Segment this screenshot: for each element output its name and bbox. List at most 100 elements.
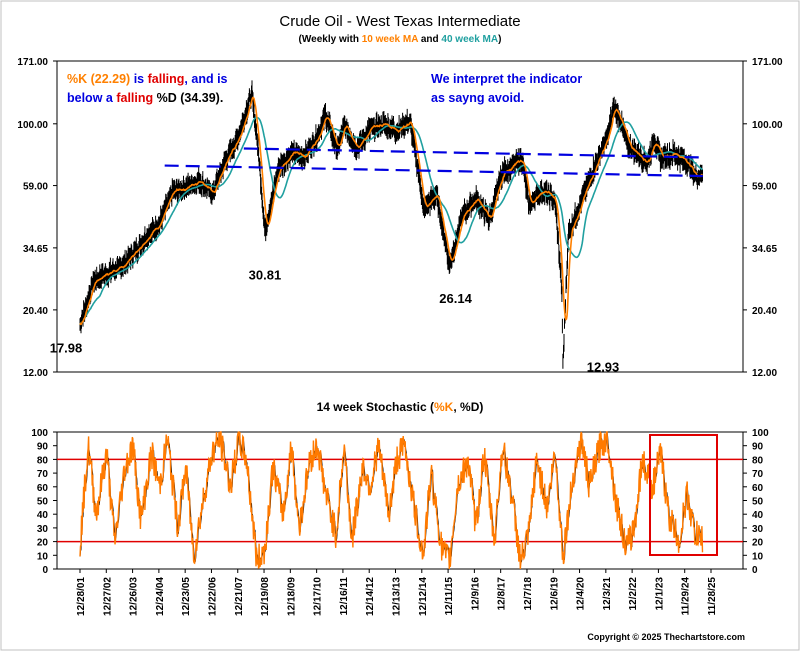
x-tick-label: 12/16/11 bbox=[339, 577, 350, 616]
chart-subtitle: (Weekly with 10 week MA and 40 week MA) bbox=[299, 34, 502, 45]
y-tick-label: 70 bbox=[752, 469, 764, 480]
y-tick-label: 10 bbox=[752, 551, 764, 562]
y-tick-label: 80 bbox=[752, 455, 764, 466]
stoch-title-d: %D bbox=[460, 400, 480, 414]
x-axis: 12/28/01 12/27/02 12/26/03 12/24/04 12/23/05… bbox=[76, 569, 718, 616]
low-label: 17.98 bbox=[50, 341, 83, 356]
y-tick-label: 30 bbox=[752, 524, 764, 535]
x-tick-label: 12/6/19 bbox=[549, 577, 560, 611]
y-tick-label: 30 bbox=[37, 524, 49, 535]
y-tick-label: 100.00 bbox=[752, 120, 783, 131]
y-tick-label: 20.40 bbox=[752, 306, 777, 317]
x-tick-label: 12/3/21 bbox=[602, 577, 613, 611]
annotation-text: below a bbox=[67, 91, 116, 105]
falling-word: falling bbox=[148, 72, 185, 86]
y-tick-label: 50 bbox=[37, 497, 49, 508]
x-tick-label: 12/18/09 bbox=[286, 577, 297, 616]
y-tick-label: 171.00 bbox=[17, 57, 48, 68]
x-tick-label: 12/19/08 bbox=[260, 577, 271, 616]
y-tick-label: 171.00 bbox=[752, 57, 783, 68]
annotation-left-line2: below a falling %D (34.39). bbox=[67, 91, 223, 105]
stoch-title-part: ) bbox=[479, 400, 483, 414]
y-tick-label: 12.00 bbox=[23, 368, 48, 379]
y-tick-label: 60 bbox=[37, 483, 49, 494]
support-dashed-line bbox=[243, 147, 703, 159]
x-tick-label: 12/12/14 bbox=[418, 577, 429, 616]
x-tick-label: 12/1/23 bbox=[654, 577, 665, 611]
stochastic-title: 14 week Stochastic (%K, %D) bbox=[317, 400, 484, 414]
annotation-text: is bbox=[130, 72, 147, 86]
x-tick-label: 12/22/06 bbox=[207, 577, 218, 616]
d-value-label: %D (34.39). bbox=[153, 91, 223, 105]
subtitle-part: (Weekly with bbox=[299, 34, 362, 45]
y-tick-label: 80 bbox=[37, 455, 49, 466]
k-value-label: %K (22.29) bbox=[67, 72, 130, 86]
subtitle-part: ) bbox=[498, 34, 501, 45]
x-tick-label: 11/28/25 bbox=[707, 577, 718, 616]
falling-word: falling bbox=[116, 91, 153, 105]
x-tick-label: 12/26/03 bbox=[129, 577, 140, 616]
chart-title: Crude Oil - West Texas Intermediate bbox=[279, 13, 520, 30]
y-tick-label: 20 bbox=[37, 538, 49, 549]
y-tick-label: 40 bbox=[752, 510, 764, 521]
y-tick-label: 20 bbox=[752, 538, 764, 549]
stochastic-axis: 0 0 10 10 20 20 30 30 40 40 50 50 60 60 70 70 80 80 90 90 10… bbox=[31, 428, 769, 576]
x-tick-label: 12/28/01 bbox=[76, 577, 87, 616]
y-tick-label: 100 bbox=[31, 428, 48, 439]
low-label: 30.81 bbox=[249, 268, 282, 283]
k-line bbox=[79, 430, 704, 570]
stoch-title-k: %K bbox=[434, 400, 454, 414]
x-tick-label: 12/14/12 bbox=[365, 577, 376, 616]
y-tick-label: 59.00 bbox=[752, 182, 777, 193]
low-label: 26.14 bbox=[439, 291, 472, 306]
y-tick-label: 90 bbox=[752, 442, 764, 453]
price-plot bbox=[79, 80, 704, 369]
x-tick-label: 12/24/04 bbox=[155, 577, 166, 616]
annotation-left-line1: %K (22.29) is falling, and is bbox=[67, 72, 228, 86]
x-tick-label: 12/23/05 bbox=[181, 577, 192, 616]
x-tick-label: 11/29/24 bbox=[681, 577, 692, 616]
stoch-title-part: 14 week Stochastic ( bbox=[317, 400, 434, 414]
x-tick-label: 12/11/15 bbox=[444, 577, 455, 616]
y-tick-label: 12.00 bbox=[752, 368, 777, 379]
highlight-box bbox=[649, 434, 718, 556]
x-tick-label: 12/4/20 bbox=[576, 577, 587, 611]
y-tick-label: 0 bbox=[752, 565, 758, 576]
price-low-labels: 17.98 30.81 26.14 12.93 bbox=[50, 268, 620, 375]
subtitle-part: and bbox=[418, 34, 441, 45]
stoch-title-part: , bbox=[453, 400, 460, 414]
annotation-right-line2: as sayng avoid. bbox=[431, 91, 524, 105]
y-tick-label: 40 bbox=[37, 510, 49, 521]
price-axis: 171.00 171.00 100.00 100.00 59.00 59.00 34.65 3… bbox=[17, 57, 783, 379]
x-tick-label: 12/27/02 bbox=[102, 577, 113, 616]
x-tick-label: 12/13/13 bbox=[392, 577, 403, 616]
x-tick-label: 12/9/16 bbox=[470, 577, 481, 611]
y-tick-label: 10 bbox=[37, 551, 49, 562]
copyright: Copyright © 2025 Thechartstore.com bbox=[587, 632, 745, 642]
subtitle-ma10: 10 week MA bbox=[362, 34, 418, 45]
y-tick-label: 34.65 bbox=[23, 244, 48, 255]
annotation-text: , and is bbox=[184, 72, 227, 86]
y-tick-label: 90 bbox=[37, 442, 49, 453]
ma40-line bbox=[79, 116, 704, 326]
y-tick-label: 70 bbox=[37, 469, 49, 480]
y-tick-label: 59.00 bbox=[23, 182, 48, 193]
y-tick-label: 100.00 bbox=[17, 120, 48, 131]
x-tick-label: 12/17/10 bbox=[313, 577, 324, 616]
x-tick-label: 12/21/07 bbox=[234, 577, 245, 616]
support-dashed-line bbox=[164, 164, 703, 178]
y-tick-label: 20.40 bbox=[23, 306, 48, 317]
x-tick-label: 12/2/22 bbox=[628, 577, 639, 611]
x-tick-label: 12/8/17 bbox=[497, 577, 508, 611]
y-tick-label: 60 bbox=[752, 483, 764, 494]
annotation-right-line1: We interpret the indicator bbox=[431, 72, 582, 86]
subtitle-ma40: 40 week MA bbox=[441, 34, 498, 45]
stochastic-plot bbox=[79, 430, 704, 570]
y-tick-label: 34.65 bbox=[752, 244, 777, 255]
y-tick-label: 50 bbox=[752, 497, 764, 508]
y-tick-label: 100 bbox=[752, 428, 769, 439]
y-tick-label: 0 bbox=[42, 565, 48, 576]
x-tick-label: 12/7/18 bbox=[523, 577, 534, 611]
low-label: 12.93 bbox=[587, 359, 620, 374]
